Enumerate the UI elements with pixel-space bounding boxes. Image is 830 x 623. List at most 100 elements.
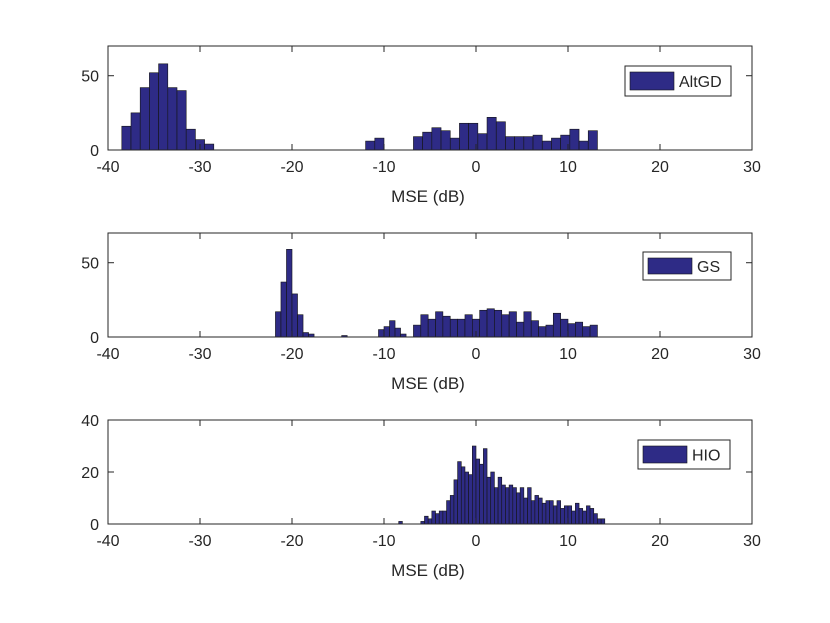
bar bbox=[479, 463, 484, 525]
x-tick-label: -30 bbox=[188, 346, 211, 363]
bar bbox=[560, 508, 565, 525]
x-tick-label: -40 bbox=[96, 533, 119, 550]
bar bbox=[302, 332, 309, 338]
bar bbox=[490, 471, 495, 525]
legend: AltGD bbox=[624, 65, 732, 97]
legend-swatch bbox=[642, 445, 688, 464]
x-tick-label: 10 bbox=[559, 533, 577, 550]
bars bbox=[398, 445, 606, 525]
bar bbox=[449, 318, 458, 338]
bar bbox=[578, 508, 584, 525]
bar bbox=[121, 125, 132, 151]
x-axis-title: MSE (dB) bbox=[391, 374, 465, 393]
bar bbox=[365, 140, 376, 151]
y-tick-label: 0 bbox=[90, 143, 99, 160]
bar bbox=[519, 487, 525, 525]
x-tick-label: 20 bbox=[651, 533, 669, 550]
bar bbox=[494, 487, 499, 525]
subplot-gs: -40 -30 -20 -10 0 10 20 30 0 50 MSE (dB) GS bbox=[81, 232, 761, 393]
bar bbox=[551, 137, 561, 151]
subplot-hio: -40 -30 -20 -10 0 10 20 30 0 20 40 MSE (dB) HIO bbox=[81, 413, 761, 580]
y-tick-label: 50 bbox=[81, 69, 99, 86]
bar bbox=[523, 497, 528, 525]
bar bbox=[459, 122, 469, 151]
legend-label: AltGD bbox=[679, 74, 722, 91]
x-tick-label: -20 bbox=[280, 346, 303, 363]
bar bbox=[587, 130, 598, 151]
y-tick-label: 50 bbox=[81, 256, 99, 273]
bar bbox=[575, 502, 580, 525]
bar bbox=[541, 502, 547, 525]
bar bbox=[149, 72, 159, 151]
x-axis-title: MSE (dB) bbox=[391, 187, 465, 206]
bar bbox=[158, 63, 169, 151]
x-tick-label: -40 bbox=[96, 346, 119, 363]
bar bbox=[593, 513, 598, 525]
x-tick-label: -20 bbox=[280, 533, 303, 550]
y-tick-label: 40 bbox=[81, 413, 99, 430]
bar bbox=[438, 510, 444, 525]
legend-label: HIO bbox=[692, 448, 720, 465]
legend: GS bbox=[642, 251, 732, 281]
bar bbox=[413, 136, 423, 151]
bar bbox=[589, 324, 598, 338]
bar bbox=[582, 326, 591, 338]
x-tick-label: 30 bbox=[743, 533, 761, 550]
bar bbox=[477, 133, 488, 151]
bar bbox=[523, 136, 534, 151]
bar bbox=[383, 326, 390, 338]
bar bbox=[431, 510, 436, 525]
bar bbox=[297, 314, 304, 338]
bar bbox=[527, 487, 532, 525]
bar bbox=[420, 314, 429, 338]
x-tick-label: -40 bbox=[96, 159, 119, 176]
bar bbox=[567, 505, 572, 525]
bar bbox=[139, 87, 150, 151]
x-tick-label: -20 bbox=[280, 159, 303, 176]
bar bbox=[440, 130, 451, 151]
x-tick-label: -10 bbox=[372, 346, 395, 363]
bar bbox=[556, 500, 561, 525]
bar bbox=[486, 117, 497, 151]
bar bbox=[541, 140, 552, 151]
bar bbox=[464, 471, 469, 525]
bar bbox=[460, 466, 466, 525]
bar bbox=[571, 510, 576, 525]
legend-label: GS bbox=[697, 259, 720, 276]
bar bbox=[564, 505, 569, 525]
x-tick-label: 10 bbox=[559, 159, 577, 176]
bar bbox=[472, 445, 477, 525]
bar bbox=[167, 87, 178, 151]
bar bbox=[575, 321, 584, 338]
bar bbox=[275, 311, 282, 338]
bar bbox=[589, 508, 595, 525]
bar bbox=[505, 136, 515, 151]
bar bbox=[204, 143, 215, 151]
bar bbox=[567, 323, 576, 338]
bar bbox=[280, 281, 287, 338]
bar bbox=[286, 249, 293, 338]
legend-swatch bbox=[629, 71, 675, 91]
bar bbox=[569, 128, 580, 151]
x-tick-label: 0 bbox=[472, 159, 481, 176]
x-tick-label: 0 bbox=[472, 533, 481, 550]
x-tick-label: 20 bbox=[651, 159, 669, 176]
bar bbox=[538, 497, 543, 525]
bar bbox=[514, 136, 525, 151]
bar bbox=[435, 513, 440, 525]
plot-area bbox=[108, 420, 752, 524]
bar bbox=[597, 518, 602, 525]
bar bbox=[449, 137, 460, 151]
x-tick-label: 30 bbox=[743, 159, 761, 176]
x-tick-label: 30 bbox=[743, 346, 761, 363]
bar bbox=[442, 315, 451, 338]
bar bbox=[538, 326, 547, 338]
bar bbox=[582, 510, 587, 525]
bar bbox=[516, 492, 521, 525]
bar bbox=[431, 127, 442, 151]
bar bbox=[600, 518, 606, 525]
bar bbox=[495, 121, 506, 151]
bar bbox=[457, 318, 466, 338]
y-tick-label: 0 bbox=[90, 517, 99, 534]
